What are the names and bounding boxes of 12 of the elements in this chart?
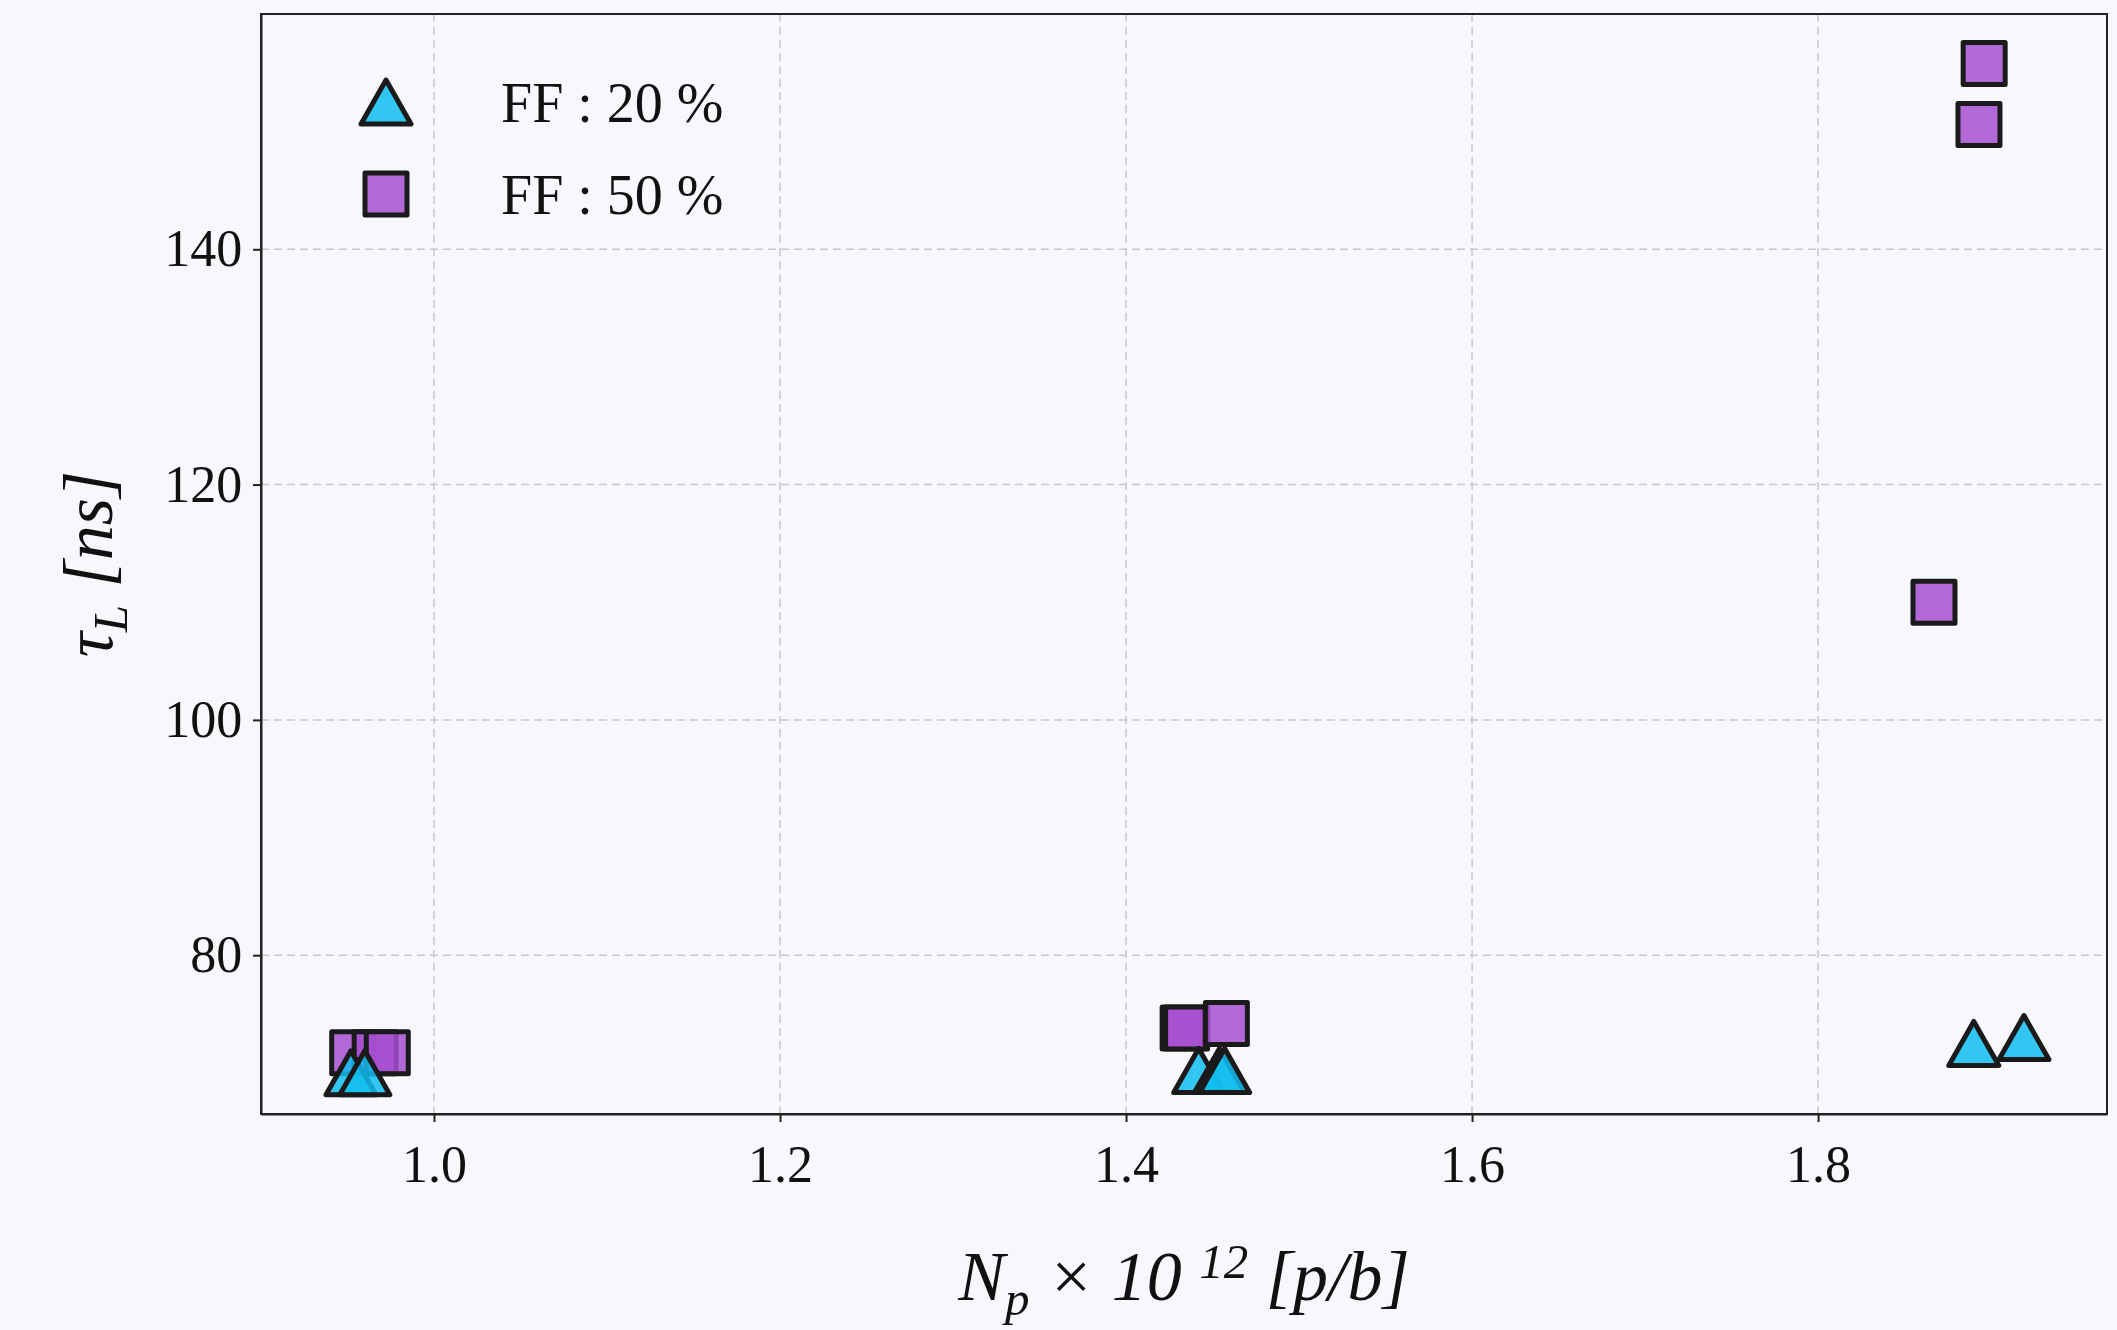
x-tick-label: 1.8 <box>1786 1136 1852 1194</box>
y-tick-label: 100 <box>164 691 243 749</box>
legend-label: FF : 50 % <box>501 163 724 226</box>
x-tick-label: 1.2 <box>748 1136 814 1194</box>
y-tick-label: 140 <box>164 220 243 278</box>
x-tick-label: 1.6 <box>1440 1136 1506 1194</box>
x-tick-label: 1.4 <box>1094 1136 1160 1194</box>
x-axis-title: N$_{p}$ × 10 $^{12}$ [p/b] <box>957 1233 1410 1326</box>
y-tick-label: 80 <box>190 926 243 984</box>
legend-label: FF : 20 % <box>501 71 724 134</box>
x-tick-label: 1.0 <box>402 1136 468 1194</box>
y-tick-label: 120 <box>164 455 243 513</box>
